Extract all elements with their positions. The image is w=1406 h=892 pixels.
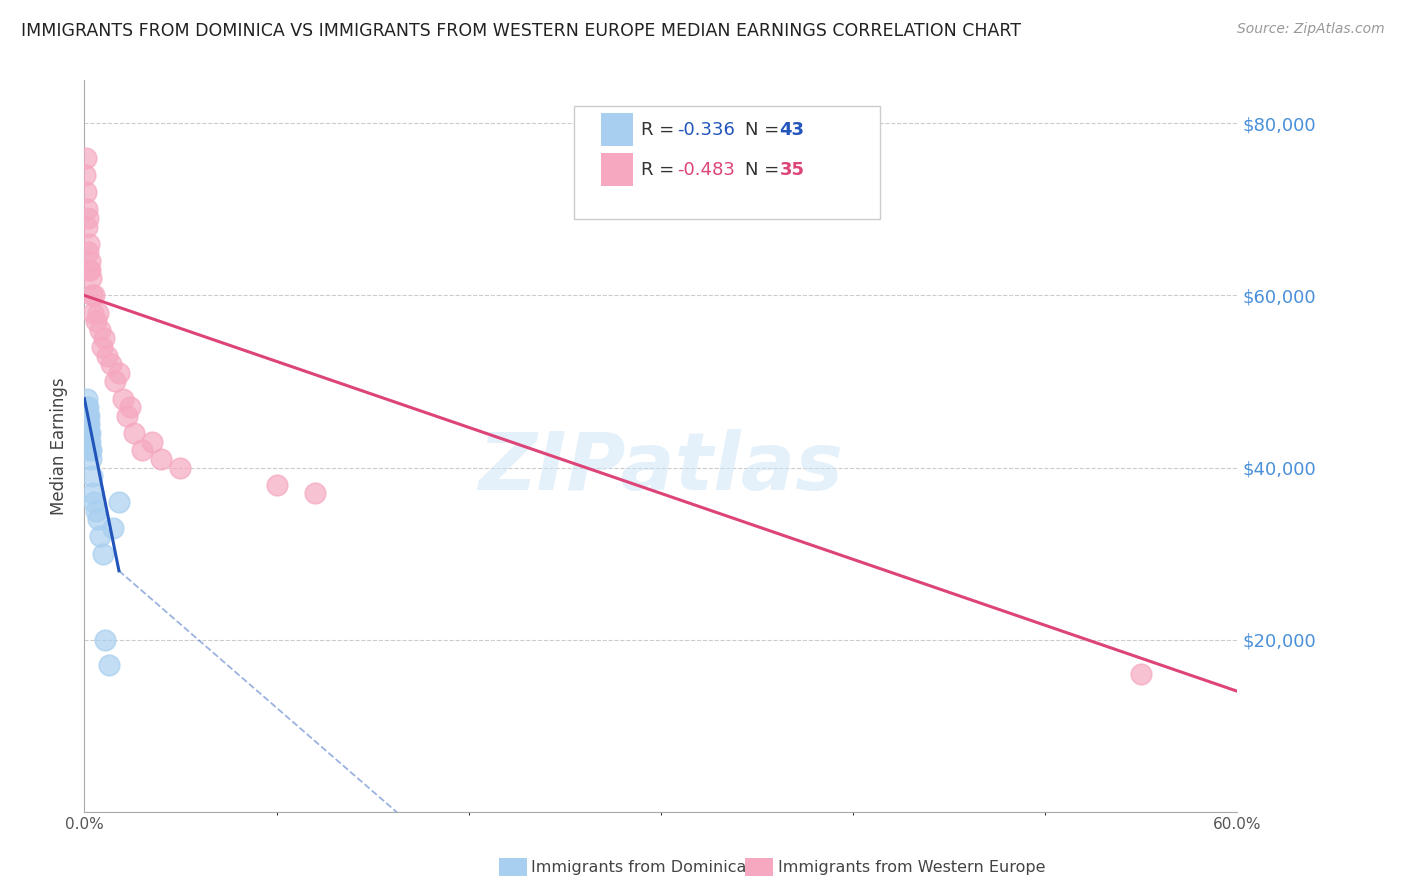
Point: [75, 185, 97, 199]
Point: [79, 426, 101, 441]
Text: -0.336: -0.336: [676, 120, 735, 138]
Point: [87, 512, 110, 526]
Point: [76, 392, 98, 406]
Point: [108, 495, 131, 509]
Point: [120, 401, 142, 415]
Point: [131, 443, 153, 458]
Text: Source: ZipAtlas.com: Source: ZipAtlas.com: [1237, 22, 1385, 37]
Point: [76, 219, 98, 234]
Point: [100, 357, 122, 371]
Point: [266, 477, 288, 491]
Point: [77, 236, 100, 251]
Point: [76, 409, 98, 423]
Point: [76, 434, 98, 449]
Point: [84, 314, 107, 328]
Point: [82, 305, 104, 319]
Point: [104, 375, 127, 389]
Text: N =: N =: [745, 161, 785, 179]
Point: [77, 434, 100, 449]
Text: R =: R =: [641, 161, 681, 179]
Point: [76, 417, 98, 432]
Point: [77, 426, 100, 441]
Point: [75, 151, 97, 165]
Text: IMMIGRANTS FROM DOMINICA VS IMMIGRANTS FROM WESTERN EUROPE MEDIAN EARNINGS CORRE: IMMIGRANTS FROM DOMINICA VS IMMIGRANTS F…: [21, 22, 1021, 40]
Point: [94, 632, 117, 647]
Point: [124, 426, 146, 441]
Point: [75, 434, 97, 449]
Point: [80, 451, 103, 466]
Point: [80, 469, 103, 483]
Text: Immigrants from Western Europe: Immigrants from Western Europe: [778, 860, 1045, 874]
Point: [77, 409, 100, 423]
Point: [96, 349, 118, 363]
Point: [76, 417, 98, 432]
Point: [76, 401, 98, 415]
Point: [76, 434, 98, 449]
Point: [82, 486, 104, 500]
Point: [79, 443, 101, 458]
Text: N =: N =: [745, 120, 785, 138]
Point: [89, 529, 111, 543]
Point: [77, 434, 100, 449]
Text: ZIPatlas: ZIPatlas: [478, 429, 844, 507]
Point: [77, 417, 100, 432]
Point: [77, 211, 100, 225]
Point: [115, 409, 138, 423]
Bar: [600, 153, 633, 186]
Point: [83, 288, 105, 302]
Point: [77, 426, 100, 441]
Point: [169, 460, 191, 475]
Point: [77, 262, 100, 277]
Bar: [600, 113, 633, 146]
Point: [1130, 667, 1153, 681]
Point: [76, 426, 98, 441]
Point: [76, 202, 98, 217]
Point: [79, 434, 101, 449]
Point: [77, 409, 100, 423]
Point: [76, 417, 98, 432]
Point: [76, 417, 98, 432]
Point: [98, 658, 121, 673]
Point: [93, 331, 115, 345]
Point: [75, 426, 97, 441]
Point: [77, 426, 100, 441]
Point: [77, 417, 100, 432]
Point: [79, 262, 101, 277]
Point: [79, 443, 101, 458]
Point: [83, 495, 105, 509]
Point: [75, 409, 97, 423]
Point: [79, 434, 101, 449]
Text: Immigrants from Dominica: Immigrants from Dominica: [531, 860, 747, 874]
Point: [79, 254, 101, 268]
Text: 43: 43: [779, 120, 804, 138]
Text: R =: R =: [641, 120, 681, 138]
Point: [84, 503, 107, 517]
Point: [76, 245, 98, 260]
Point: [75, 168, 97, 182]
Point: [91, 547, 114, 561]
Point: [76, 409, 98, 423]
Point: [89, 323, 111, 337]
Text: -0.483: -0.483: [676, 161, 735, 179]
Point: [141, 434, 163, 449]
Text: 35: 35: [779, 161, 804, 179]
Point: [80, 271, 103, 285]
Point: [150, 451, 173, 466]
Point: [108, 366, 131, 380]
Point: [76, 426, 98, 441]
Point: [103, 521, 124, 535]
Point: [87, 305, 110, 319]
FancyBboxPatch shape: [575, 106, 880, 219]
Y-axis label: Median Earnings: Median Earnings: [51, 377, 69, 515]
Point: [80, 288, 103, 302]
Point: [76, 409, 98, 423]
Point: [111, 392, 134, 406]
Point: [90, 340, 112, 354]
Point: [304, 486, 326, 500]
Point: [77, 401, 100, 415]
